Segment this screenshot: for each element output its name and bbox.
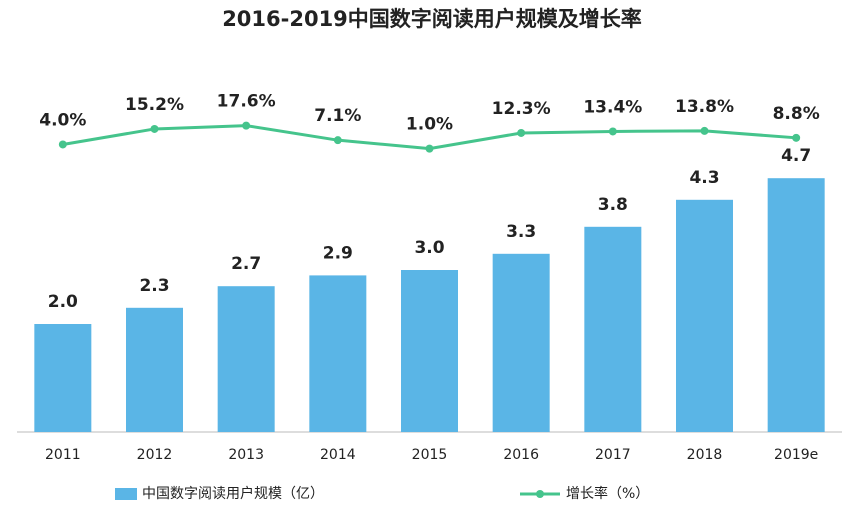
bar: [309, 275, 367, 432]
x-tick-label: 2011: [45, 447, 81, 463]
data-label: 2.0: [48, 292, 78, 312]
line-point: [242, 121, 251, 130]
x-tick-label: 2019e: [774, 447, 818, 463]
legend-swatch: [536, 490, 544, 498]
data-label: 1.0%: [406, 115, 453, 135]
x-tick-label: 2012: [137, 447, 173, 463]
data-label: 4.0%: [39, 110, 86, 130]
data-label: 3.3: [506, 222, 536, 242]
x-tick-label: 2016: [503, 447, 539, 463]
bar: [767, 178, 825, 432]
line-point: [792, 133, 801, 142]
line-point: [150, 124, 159, 133]
data-label: 13.8%: [675, 97, 734, 117]
data-label: 15.2%: [125, 95, 184, 115]
legend-label: 增长率（%）: [566, 485, 649, 502]
bar: [492, 253, 550, 432]
data-label: 17.6%: [217, 92, 276, 112]
data-label: 3.8: [598, 195, 628, 215]
bar: [401, 270, 458, 432]
line-point: [700, 126, 709, 135]
bar: [584, 226, 642, 432]
bar: [217, 286, 275, 432]
bar: [126, 307, 183, 432]
bar: [676, 199, 733, 432]
data-label: 13.4%: [583, 97, 642, 117]
x-tick-label: 2015: [412, 447, 448, 463]
x-tick-label: 2017: [595, 447, 631, 463]
data-label: 2.3: [139, 276, 169, 296]
x-tick-label: 2013: [228, 447, 264, 463]
data-label: 4.3: [689, 168, 719, 188]
data-label: 8.8%: [773, 104, 820, 124]
legend-swatch: [115, 488, 137, 500]
data-label: 7.1%: [314, 106, 361, 126]
line-point: [58, 140, 67, 149]
data-label: 2.9: [323, 243, 353, 263]
data-label: 12.3%: [492, 99, 551, 119]
data-label: 4.7: [781, 146, 811, 166]
line-point: [425, 144, 434, 153]
data-label: 2.7: [231, 254, 261, 274]
line-point: [517, 128, 526, 137]
x-tick-label: 2018: [687, 447, 723, 463]
x-tick-label: 2014: [320, 447, 356, 463]
chart-title: 2016-2019中国数字阅读用户规模及增长率: [222, 7, 642, 31]
line-point: [608, 127, 617, 136]
legend-label: 中国数字阅读用户规模（亿）: [142, 485, 324, 502]
data-label: 3.0: [414, 238, 444, 258]
bar: [34, 324, 92, 432]
line-point: [333, 136, 342, 145]
